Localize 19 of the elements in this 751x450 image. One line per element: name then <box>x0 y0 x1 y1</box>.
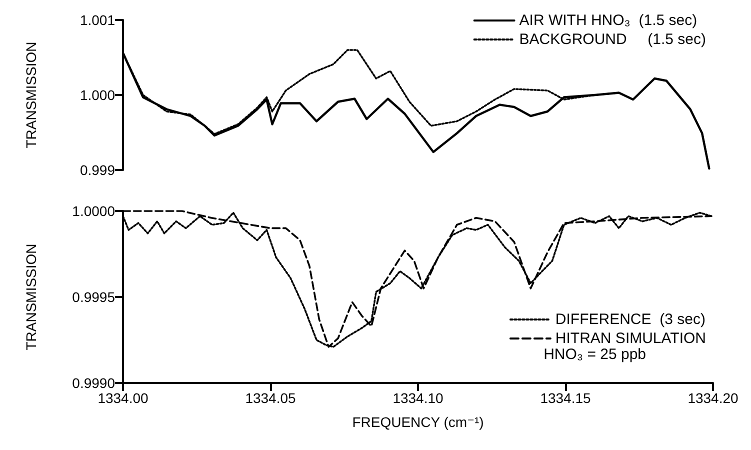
x-tick-label: 1334.20 <box>688 390 739 406</box>
x-tick-label: 1334.00 <box>98 390 149 406</box>
y-axis-title: TRANSMISSION <box>23 244 39 350</box>
y-tick-label: 1.001 <box>80 12 116 28</box>
annotation: HNO₃ = 25 ppb <box>544 346 646 363</box>
x-tick-label: 1334.10 <box>392 390 444 406</box>
legend-label: AIR WITH HNO₃ (1.5 sec) <box>519 12 698 29</box>
legend-label: DIFFERENCE (3 sec) <box>555 311 706 328</box>
legend-label: HITRAN SIMULATION <box>555 330 706 347</box>
y-tick-label: 0.9995 <box>72 289 116 305</box>
y-tick-label: 0.999 <box>80 162 116 178</box>
x-tick-label: 1334.15 <box>540 390 592 406</box>
legend-label: BACKGROUND (1.5 sec) <box>519 31 706 48</box>
x-axis-title: FREQUENCY (cm⁻¹) <box>352 414 484 430</box>
y-axis-title: TRANSMISSION <box>23 42 39 148</box>
y-tick-label: 1.000 <box>80 87 116 103</box>
y-tick-label: 0.9990 <box>72 375 116 391</box>
x-tick-label: 1334.05 <box>245 390 296 406</box>
y-tick-label: 1.0000 <box>72 203 116 219</box>
